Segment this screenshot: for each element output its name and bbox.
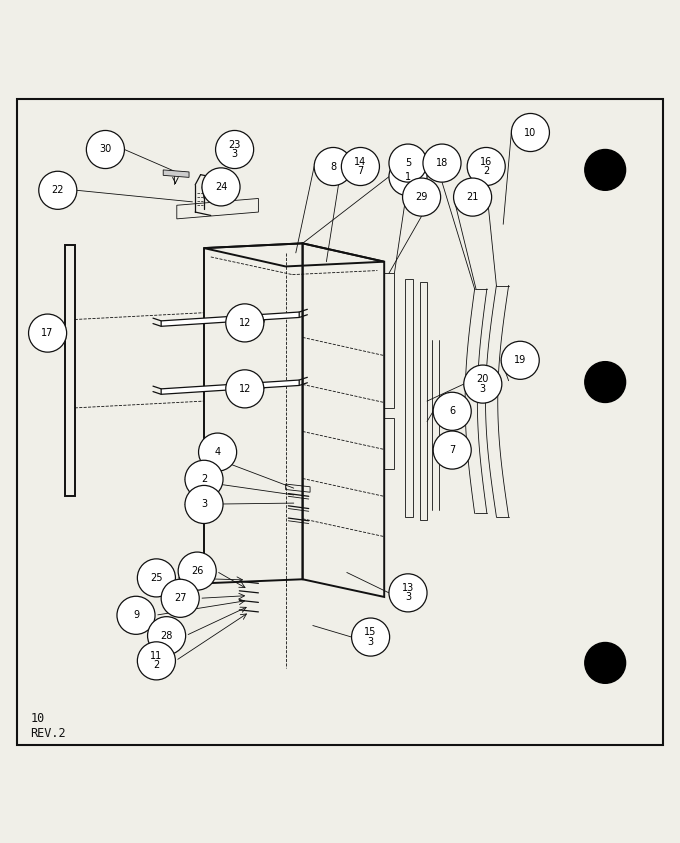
Circle shape [117, 596, 155, 634]
Text: 12: 12 [239, 384, 251, 394]
Circle shape [216, 131, 254, 169]
Circle shape [185, 460, 223, 498]
Circle shape [137, 642, 175, 680]
Circle shape [341, 148, 379, 185]
Circle shape [464, 365, 502, 403]
Circle shape [403, 178, 441, 216]
Text: 16
2: 16 2 [480, 157, 492, 176]
Text: 22: 22 [52, 185, 64, 196]
Circle shape [314, 148, 352, 185]
Circle shape [137, 559, 175, 597]
Text: 17: 17 [41, 328, 54, 338]
Text: 24: 24 [215, 182, 227, 192]
Text: 5: 5 [405, 158, 411, 168]
Circle shape [501, 341, 539, 379]
Circle shape [433, 392, 471, 430]
Text: 10
REV.2: 10 REV.2 [31, 712, 66, 740]
Circle shape [585, 362, 626, 402]
Circle shape [433, 431, 471, 469]
Polygon shape [161, 312, 299, 326]
Circle shape [467, 148, 505, 185]
Circle shape [226, 303, 264, 342]
Circle shape [389, 574, 427, 612]
Text: 12: 12 [239, 318, 251, 328]
Text: 28: 28 [160, 631, 173, 641]
Text: 30: 30 [99, 144, 112, 154]
Text: 29: 29 [415, 192, 428, 202]
Circle shape [226, 370, 264, 408]
Text: 20
3: 20 3 [477, 374, 489, 394]
Text: 7: 7 [449, 445, 456, 455]
Circle shape [29, 314, 67, 352]
Text: 25: 25 [150, 573, 163, 583]
Text: 18: 18 [436, 158, 448, 168]
Circle shape [511, 114, 549, 152]
Text: 23
3: 23 3 [228, 140, 241, 159]
Circle shape [202, 168, 240, 206]
Polygon shape [163, 170, 189, 177]
Circle shape [86, 131, 124, 169]
Circle shape [389, 144, 427, 182]
Circle shape [185, 486, 223, 524]
Circle shape [454, 178, 492, 216]
Text: 26: 26 [191, 566, 203, 576]
Text: 9: 9 [133, 610, 139, 620]
Text: 3: 3 [201, 499, 207, 509]
Text: 14
7: 14 7 [354, 157, 367, 176]
Text: 11
2: 11 2 [150, 652, 163, 670]
Circle shape [148, 617, 186, 655]
Text: 8: 8 [330, 162, 337, 171]
Circle shape [39, 171, 77, 209]
Text: 6: 6 [449, 406, 456, 416]
Text: 4: 4 [214, 447, 221, 457]
Text: 27: 27 [174, 593, 186, 604]
Text: 19: 19 [514, 355, 526, 365]
Circle shape [199, 433, 237, 471]
Text: 15
3: 15 3 [364, 627, 377, 647]
Text: 13
3: 13 3 [402, 583, 414, 603]
Circle shape [423, 144, 461, 182]
Circle shape [352, 618, 390, 656]
Text: 10: 10 [524, 127, 537, 137]
Circle shape [178, 552, 216, 590]
Text: 1: 1 [405, 172, 411, 182]
Text: 21: 21 [466, 192, 479, 202]
Circle shape [585, 642, 626, 684]
Circle shape [161, 579, 199, 617]
Polygon shape [161, 380, 299, 395]
Circle shape [585, 149, 626, 191]
Text: 2: 2 [201, 475, 207, 484]
Circle shape [389, 158, 427, 196]
